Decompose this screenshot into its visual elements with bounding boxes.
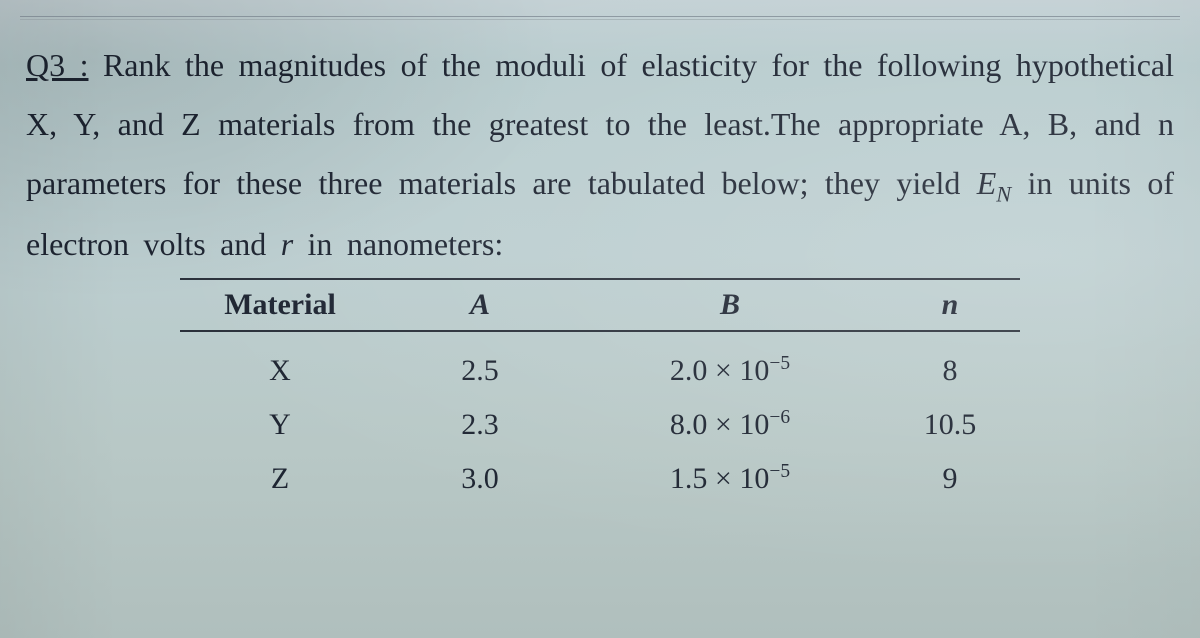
cell-A: 2.3	[380, 398, 580, 452]
cell-B: 2.0 × 10−5	[580, 331, 880, 398]
cell-B-mantissa: 1.5	[670, 462, 708, 495]
cell-A: 2.5	[380, 331, 580, 398]
symbol-N: N	[996, 182, 1011, 207]
col-header-n-text: n	[942, 288, 959, 321]
col-header-n: n	[880, 279, 1020, 331]
col-header-material: Material	[180, 279, 380, 331]
cell-B-mantissa: 2.0	[670, 354, 708, 387]
parameters-table: Material A B n X 2.5 2.0 × 10−5 8 Y 2.3 …	[180, 278, 1020, 506]
col-header-B: B	[580, 279, 880, 331]
table-row: Z 3.0 1.5 × 10−5 9	[180, 452, 1020, 506]
cell-B: 8.0 × 10−6	[580, 398, 880, 452]
cell-n: 9	[880, 452, 1020, 506]
col-header-A: A	[380, 279, 580, 331]
question-body-1: Rank the magnitudes of the moduli of ela…	[26, 47, 1174, 201]
cell-B-mantissa: 8.0	[670, 408, 708, 441]
symbol-E: E	[977, 165, 997, 201]
symbol-r: r	[281, 226, 293, 262]
table-header-row: Material A B n	[180, 279, 1020, 331]
cell-A: 3.0	[380, 452, 580, 506]
question-text: Q3 : Rank the magnitudes of the moduli o…	[20, 36, 1180, 274]
col-header-B-text: B	[720, 288, 740, 321]
col-header-A-text: A	[470, 288, 490, 321]
question-body-3: in nanometers:	[293, 226, 503, 262]
page-rule-1	[20, 16, 1180, 17]
cell-n: 8	[880, 331, 1020, 398]
table-row: Y 2.3 8.0 × 10−6 10.5	[180, 398, 1020, 452]
table-row: X 2.5 2.0 × 10−5 8	[180, 331, 1020, 398]
cell-B-exp: −5	[769, 353, 790, 374]
cell-material: X	[180, 331, 380, 398]
cell-n: 10.5	[880, 398, 1020, 452]
page-rule-2	[20, 19, 1180, 20]
cell-material: Z	[180, 452, 380, 506]
question-label: Q3 :	[26, 47, 88, 83]
cell-B: 1.5 × 10−5	[580, 452, 880, 506]
cell-B-exp: −6	[769, 407, 790, 428]
cell-material: Y	[180, 398, 380, 452]
cell-B-exp: −5	[769, 461, 790, 482]
parameters-table-wrap: Material A B n X 2.5 2.0 × 10−5 8 Y 2.3 …	[20, 278, 1180, 506]
